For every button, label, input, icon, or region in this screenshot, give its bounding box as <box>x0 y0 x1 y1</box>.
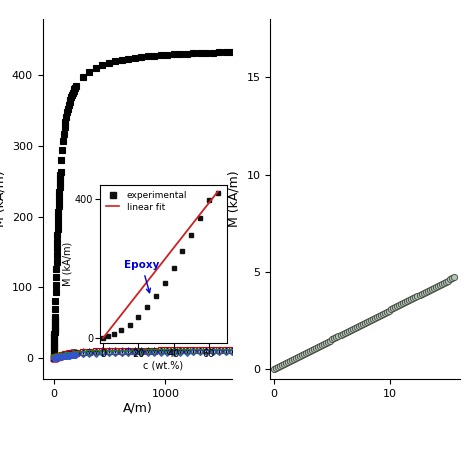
Y-axis label: M (kA/m): M (kA/m) <box>0 171 6 228</box>
X-axis label: A/m): A/m) <box>123 401 152 415</box>
Y-axis label: M (kA/m): M (kA/m) <box>228 171 241 228</box>
